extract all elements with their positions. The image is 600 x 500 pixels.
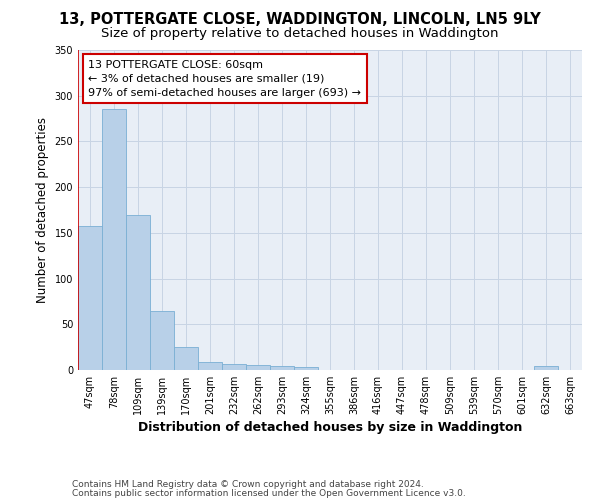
Bar <box>150 310 174 370</box>
Text: 13, POTTERGATE CLOSE, WADDINGTON, LINCOLN, LN5 9LY: 13, POTTERGATE CLOSE, WADDINGTON, LINCOL… <box>59 12 541 28</box>
Bar <box>246 366 270 370</box>
Bar <box>102 108 126 370</box>
Bar <box>78 226 102 370</box>
Text: Contains HM Land Registry data © Crown copyright and database right 2024.: Contains HM Land Registry data © Crown c… <box>72 480 424 489</box>
Text: Contains public sector information licensed under the Open Government Licence v3: Contains public sector information licen… <box>72 489 466 498</box>
X-axis label: Distribution of detached houses by size in Waddington: Distribution of detached houses by size … <box>138 421 522 434</box>
Text: 13 POTTERGATE CLOSE: 60sqm
← 3% of detached houses are smaller (19)
97% of semi-: 13 POTTERGATE CLOSE: 60sqm ← 3% of detac… <box>88 60 361 98</box>
Bar <box>294 368 318 370</box>
Bar <box>126 214 150 370</box>
Bar <box>270 366 294 370</box>
Y-axis label: Number of detached properties: Number of detached properties <box>36 117 49 303</box>
Bar <box>198 362 222 370</box>
Bar <box>534 366 558 370</box>
Bar <box>222 364 246 370</box>
Bar <box>174 347 198 370</box>
Text: Size of property relative to detached houses in Waddington: Size of property relative to detached ho… <box>101 28 499 40</box>
